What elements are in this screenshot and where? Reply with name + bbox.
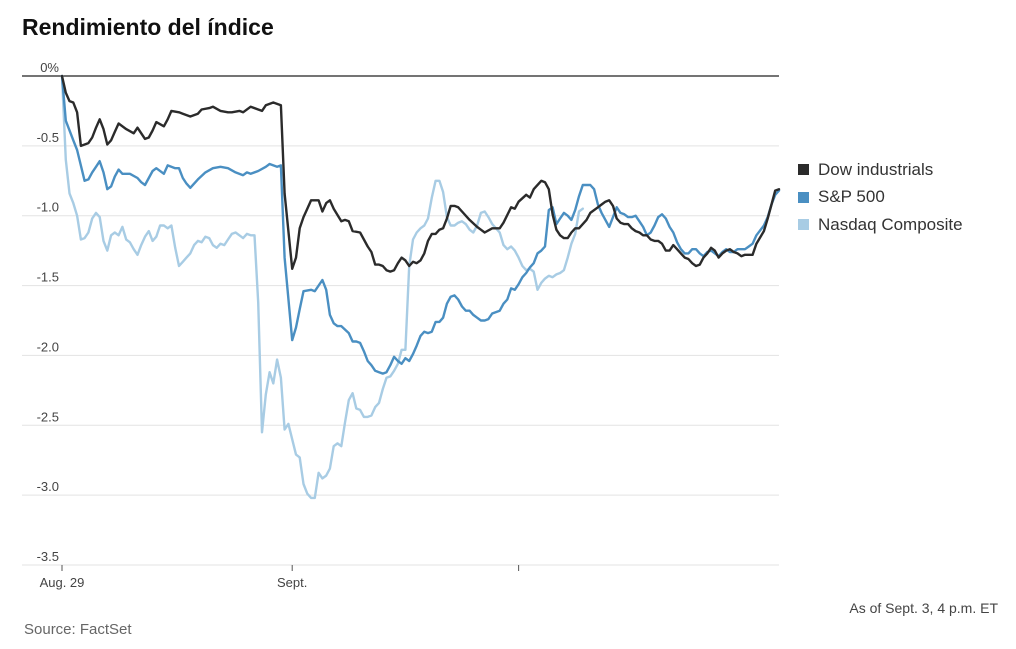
gridlines: [22, 75, 779, 566]
series-line-dow: [60, 74, 781, 273]
y-tick-label: -1.5: [37, 270, 59, 285]
series-line-nasdaq: [60, 74, 584, 500]
legend-item-nasdaq: Nasdaq Composite: [798, 211, 963, 239]
y-tick-label: -1.0: [37, 200, 59, 215]
y-tick-label: -2.0: [37, 339, 59, 354]
source-note: Source: FactSet: [24, 621, 132, 638]
y-tick-label: 0%: [40, 60, 59, 75]
y-tick-label: -3.5: [37, 549, 59, 564]
series-line-sp500: [60, 74, 781, 375]
legend-label-dow: Dow industrials: [818, 159, 934, 179]
y-tick-label: -0.5: [37, 130, 59, 145]
legend: Dow industrials S&P 500 Nasdaq Composite: [798, 156, 963, 239]
y-tick-label: -2.5: [37, 409, 59, 424]
chart-title: Rendimiento del índice: [22, 14, 274, 40]
legend-swatch-sp500: [798, 191, 809, 203]
x-tick-label: Aug. 29: [40, 575, 85, 590]
legend-label-nasdaq: Nasdaq Composite: [818, 214, 963, 234]
x-axis: Aug. 29 Sept.: [40, 565, 520, 590]
series-lines: [60, 74, 781, 500]
y-axis-labels: 0% -0.5 -1.0 -1.5 -2.0 -2.5 -3.0 -3.5: [37, 60, 60, 564]
y-tick-label: -3.0: [37, 479, 59, 494]
legend-swatch-nasdaq: [798, 219, 809, 231]
legend-item-dow: Dow industrials: [798, 156, 963, 184]
x-tick-label: Sept.: [277, 575, 307, 590]
legend-label-sp500: S&P 500: [818, 187, 885, 207]
timestamp-note: As of Sept. 3, 4 p.m. ET: [849, 600, 998, 616]
legend-swatch-dow: [798, 164, 809, 176]
legend-item-sp500: S&P 500: [798, 184, 963, 212]
